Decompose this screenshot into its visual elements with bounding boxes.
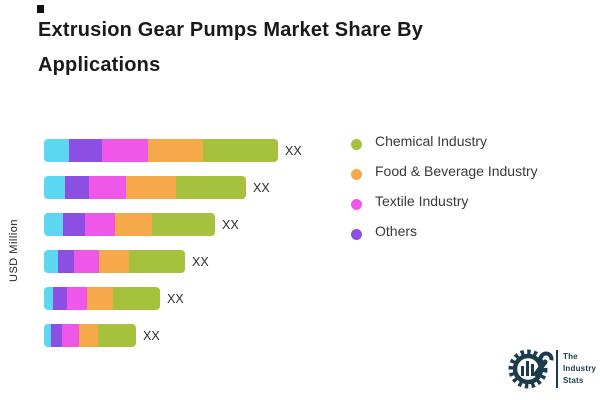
bar-segment-others xyxy=(63,213,85,236)
bar-segment-food-beverage-industry xyxy=(115,213,152,236)
bar-segment-textile-industry xyxy=(74,250,99,273)
bar-value-label: XX xyxy=(167,291,184,306)
stacked-bar-6 xyxy=(44,324,136,347)
bar-segment xyxy=(44,139,69,162)
bar-value-label: XX xyxy=(285,143,302,158)
legend-swatch-icon-chemical-industry xyxy=(351,139,362,150)
legend-item-others: Others xyxy=(346,216,538,246)
chart-title: Extrusion Gear Pumps Market Share By App… xyxy=(38,19,424,76)
stacked-bar-4 xyxy=(44,250,185,273)
bar-segment xyxy=(44,250,58,273)
title-accent-square xyxy=(37,5,44,13)
bar-value-label: XX xyxy=(143,328,160,343)
bar-segment-textile-industry xyxy=(89,176,126,199)
bar-segment-chemical-industry xyxy=(152,213,215,236)
bar-row-5: XX xyxy=(44,287,184,310)
brand-logo: The Industry Stats xyxy=(508,346,596,392)
legend-item-textile-industry: Textile Industry xyxy=(346,186,538,216)
bar-segment-food-beverage-industry xyxy=(79,324,98,347)
bar-segment-textile-industry xyxy=(102,139,148,162)
bar-row-2: XX xyxy=(44,176,270,199)
bar-row-6: XX xyxy=(44,324,160,347)
bar-segment-food-beverage-industry xyxy=(148,139,203,162)
bar-segment-textile-industry xyxy=(62,324,79,347)
stacked-bar-3 xyxy=(44,213,215,236)
bar-value-label: XX xyxy=(222,217,239,232)
stacked-bar-2 xyxy=(44,176,246,199)
bar-segment-chemical-industry xyxy=(113,287,160,310)
bar-segment-chemical-industry xyxy=(129,250,185,273)
bar-segment-chemical-industry xyxy=(98,324,136,347)
bar-segment xyxy=(44,213,63,236)
logo-line-1: The xyxy=(563,352,578,361)
legend-item-food-beverage-industry: Food & Beverage Industry xyxy=(346,156,538,186)
legend-swatch-icon-others xyxy=(351,229,362,240)
stacked-bar-1 xyxy=(44,139,278,162)
bar-row-1: XX xyxy=(44,139,302,162)
gear-wrench-icon xyxy=(508,349,554,389)
bar-segment-others xyxy=(51,324,62,347)
logo-line-3: Stats xyxy=(563,376,584,385)
bar-row-3: XX xyxy=(44,213,239,236)
legend-label: Others xyxy=(375,223,418,239)
stacked-bar-5 xyxy=(44,287,160,310)
legend-item-chemical-industry: Chemical Industry xyxy=(346,126,538,156)
bar-segment-others xyxy=(69,139,102,162)
bar-value-label: XX xyxy=(253,180,270,195)
bar-segment xyxy=(44,287,53,310)
bar-segment xyxy=(44,324,51,347)
bar-segment-others xyxy=(53,287,67,310)
bar-row-4: XX xyxy=(44,250,209,273)
bar-value-label: XX xyxy=(192,254,209,269)
bar-segment xyxy=(44,176,65,199)
logo-text: The Industry Stats xyxy=(563,351,596,387)
bar-segment-chemical-industry xyxy=(203,139,278,162)
bar-segment-food-beverage-industry xyxy=(87,287,113,310)
bar-segment-textile-industry xyxy=(85,213,115,236)
bar-segment-others xyxy=(58,250,74,273)
bar-segment-textile-industry xyxy=(67,287,87,310)
legend-label: Textile Industry xyxy=(375,193,469,209)
bar-segment-food-beverage-industry xyxy=(99,250,129,273)
logo-line-2: Industry xyxy=(563,364,597,373)
legend-swatch-icon-food-beverage-industry xyxy=(351,169,362,180)
logo-divider xyxy=(556,350,558,388)
bar-segment-chemical-industry xyxy=(176,176,246,199)
legend: Chemical Industry Food & Beverage Industr… xyxy=(346,126,538,246)
bar-segment-food-beverage-industry xyxy=(126,176,176,199)
bar-segment-others xyxy=(65,176,89,199)
legend-label: Food & Beverage Industry xyxy=(375,163,538,179)
legend-swatch-icon-textile-industry xyxy=(351,199,362,210)
legend-label: Chemical Industry xyxy=(375,133,488,149)
